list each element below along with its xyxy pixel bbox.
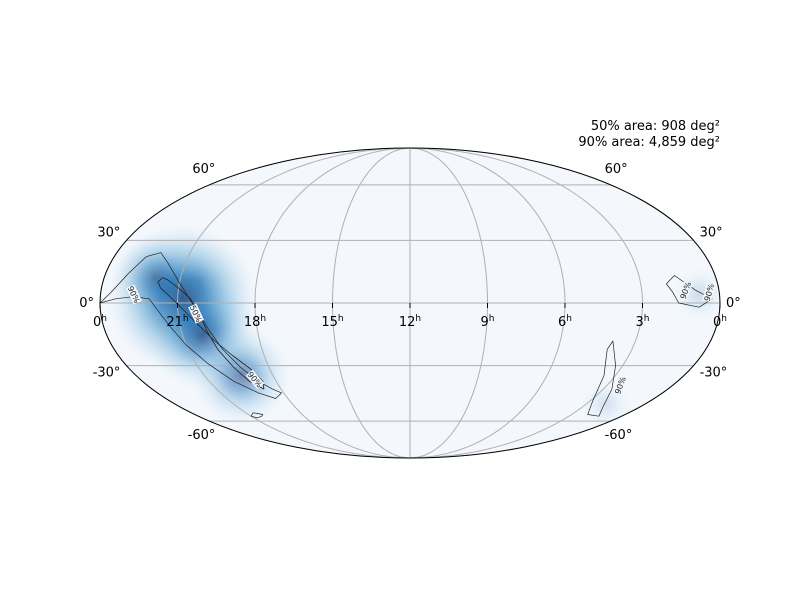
contour-label-bg <box>126 284 142 305</box>
probability-density-layer <box>107 223 720 431</box>
contour-label-bg <box>188 303 204 324</box>
density-hotspot-2 <box>190 325 292 426</box>
contour-label-bg <box>612 375 628 396</box>
contour-90-line <box>250 412 264 419</box>
dec-tick-label-right: 30° <box>700 225 723 240</box>
area-50-label: 50% area: 908 deg² <box>590 119 720 134</box>
density-hotspot-5 <box>670 266 720 323</box>
dec-tick-label-left: 0° <box>79 296 94 311</box>
contour-label-bg <box>245 369 265 390</box>
contour-90-line <box>587 340 616 417</box>
contour-label-bg <box>678 280 693 301</box>
contour-label-bg <box>702 282 716 303</box>
dec-tick-label-right: 0° <box>726 296 741 311</box>
density-hotspot-3 <box>110 232 200 323</box>
contour-90-line <box>100 252 282 399</box>
dec-tick-label-right: 60° <box>605 162 628 177</box>
dec-tick-label-left: -30° <box>93 366 121 381</box>
dec-tick-label-left: 30° <box>97 225 120 240</box>
ra-tick-label: 0h <box>713 314 727 330</box>
dec-tick-label-left: -60° <box>188 428 216 443</box>
dec-tick-label-right: -60° <box>605 428 633 443</box>
dec-tick-label-right: -30° <box>700 366 728 381</box>
dec-tick-label-left: 60° <box>192 162 215 177</box>
area-90-label: 90% area: 4,859 deg² <box>578 135 720 150</box>
